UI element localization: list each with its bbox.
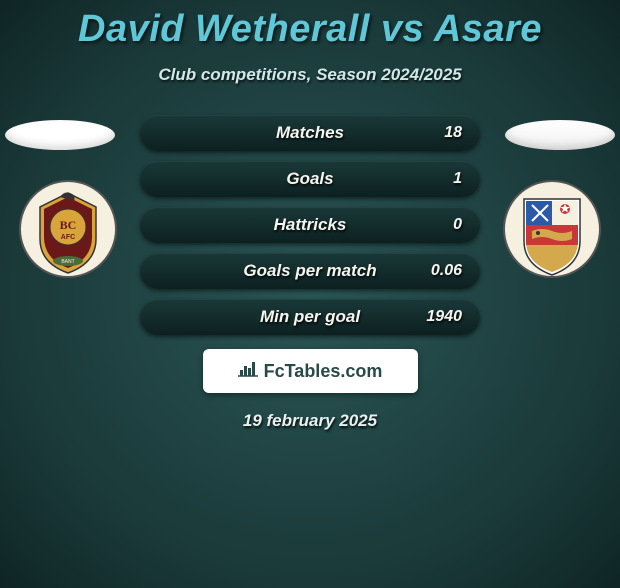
svg-text:BANT: BANT <box>61 259 74 265</box>
stat-row-goals-per-match: Goals per match 0.06 <box>140 253 480 289</box>
comparison-date: 19 february 2025 <box>0 411 620 431</box>
stat-label: Goals per match <box>243 261 376 281</box>
subtitle: Club competitions, Season 2024/2025 <box>0 65 620 85</box>
player-slot-right <box>505 120 615 150</box>
stat-row-min-per-goal: Min per goal 1940 <box>140 299 480 335</box>
stat-value-right: 0.06 <box>431 262 462 280</box>
stat-row-goals: Goals 1 <box>140 161 480 197</box>
stat-value-right: 18 <box>444 124 462 142</box>
stat-label: Matches <box>276 123 344 143</box>
svg-text:BC: BC <box>60 218 77 232</box>
brand-attribution: FcTables.com <box>203 349 418 393</box>
club-badge-right <box>502 175 602 283</box>
svg-text:AFC: AFC <box>61 234 75 241</box>
comparison-area: BC AFC BANT Matches 18 Goals <box>0 115 620 431</box>
club-badge-left: BC AFC BANT <box>18 175 118 283</box>
brand-label: FcTables.com <box>264 361 383 382</box>
stat-label: Goals <box>286 169 333 189</box>
stat-row-matches: Matches 18 <box>140 115 480 151</box>
stat-label: Hattricks <box>274 215 347 235</box>
stat-label: Min per goal <box>260 307 360 327</box>
stat-value-right: 1940 <box>426 308 462 326</box>
bar-chart-icon <box>238 360 260 383</box>
stats-list: Matches 18 Goals 1 Hattricks 0 Goals per… <box>140 115 480 335</box>
stat-value-right: 0 <box>453 216 462 234</box>
player-slot-left <box>5 120 115 150</box>
stat-row-hattricks: Hattricks 0 <box>140 207 480 243</box>
stat-value-right: 1 <box>453 170 462 188</box>
page-title: David Wetherall vs Asare <box>0 8 620 51</box>
